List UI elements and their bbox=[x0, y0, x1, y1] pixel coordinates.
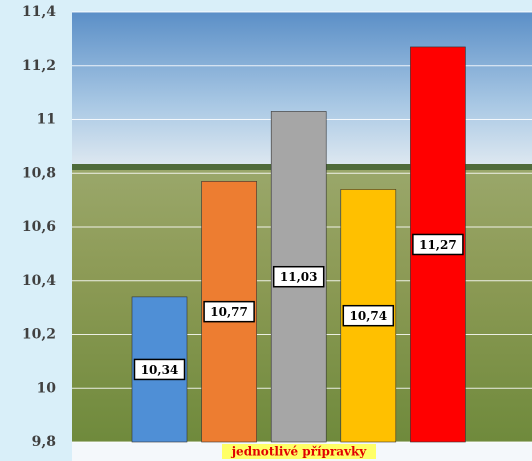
value-label-box bbox=[342, 304, 395, 327]
value-label-box bbox=[133, 358, 186, 381]
y-tick-label: 9,8 bbox=[32, 434, 56, 450]
value-label: 10,34 bbox=[141, 363, 179, 377]
y-tick-label: 10,8 bbox=[22, 165, 56, 181]
y-tick-label: 11 bbox=[37, 112, 56, 128]
value-label: 10,77 bbox=[210, 305, 248, 319]
value-label-box bbox=[203, 300, 255, 323]
y-tick-label: 10 bbox=[37, 380, 57, 396]
value-label: 10,74 bbox=[350, 309, 388, 323]
x-axis-label: jednotlivé přípravky bbox=[231, 445, 368, 459]
value-label: 11,03 bbox=[280, 270, 318, 284]
y-tick-label: 10,6 bbox=[22, 219, 56, 235]
value-label-box bbox=[272, 265, 325, 288]
y-tick-label: 10,2 bbox=[22, 327, 56, 343]
y-tick-label: 10,4 bbox=[22, 273, 56, 289]
value-label-box bbox=[412, 233, 464, 256]
x-label-highlight bbox=[222, 444, 376, 459]
y-tick-label: 11,4 bbox=[22, 4, 56, 20]
value-label: 11,27 bbox=[419, 238, 457, 252]
y-tick-label: 11,2 bbox=[22, 58, 56, 74]
